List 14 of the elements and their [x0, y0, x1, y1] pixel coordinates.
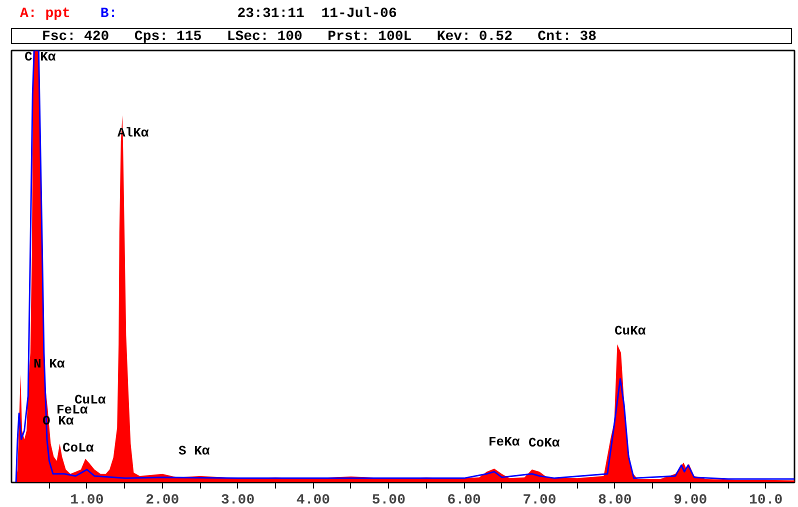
x-tick-label: 5.00 — [372, 492, 406, 507]
text: B: — [100, 6, 118, 22]
text: A: ppt — [20, 6, 70, 22]
x-tick-label: 9.00 — [674, 492, 708, 507]
x-tick-label: 1.00 — [70, 492, 104, 507]
chart-subtitle: Fsc: 420 Cps: 115 LSec: 100 Prst: 100L Kev: 0.52 Cnt: 38 — [11, 28, 792, 45]
x-tick-label: 10.0 — [749, 492, 783, 507]
chart-title: 23:31:11 11-Jul-06 — [237, 6, 397, 22]
x-tick-label: 4.00 — [296, 492, 330, 507]
x-tick-label: 8.00 — [598, 492, 632, 507]
x-tick-label: 2.00 — [146, 492, 180, 507]
x-tick-label: 3.00 — [221, 492, 255, 507]
x-tick-label: 6.00 — [447, 492, 481, 507]
x-tick-label: 7.00 — [522, 492, 556, 507]
